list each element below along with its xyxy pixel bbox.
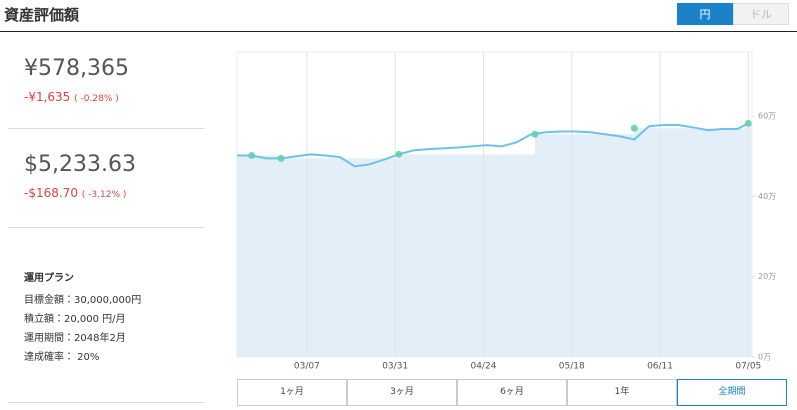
- x-tick-label: 07/05: [735, 362, 761, 372]
- x-tick-label: 05/18: [559, 362, 585, 372]
- jpy-change-pct: ( -0.28% ): [74, 94, 119, 104]
- usd-change-pct: ( -3.12% ): [81, 190, 127, 200]
- deposit-marker: [248, 152, 256, 160]
- x-tick-label: 04/24: [470, 362, 496, 372]
- deposit-marker: [531, 130, 539, 138]
- deposit-marker: [630, 124, 638, 132]
- toggle-yen[interactable]: 円: [677, 3, 733, 25]
- deposit-marker: [395, 150, 403, 158]
- range-button[interactable]: 全期間: [677, 379, 787, 406]
- range-button[interactable]: 6ヶ月: [457, 379, 567, 406]
- x-tick-label: 06/11: [647, 362, 673, 372]
- y-tick-label: 60万: [758, 112, 776, 121]
- range-button[interactable]: 3ヶ月: [347, 379, 457, 406]
- plan-item: 運用期間：2048年2月: [24, 333, 126, 344]
- usd-change: -$168.70 ( -3.12% ): [24, 186, 126, 200]
- range-button[interactable]: 1年: [567, 379, 677, 406]
- jpy-amount: ¥578,365: [24, 56, 129, 81]
- divider: [0, 31, 797, 32]
- deposit-marker: [744, 119, 752, 127]
- toggle-dollar[interactable]: ドル: [733, 3, 789, 25]
- divider: [8, 402, 205, 403]
- usd-amount: $5,233.63: [24, 152, 136, 177]
- deposit-area: [237, 123, 752, 358]
- divider: [8, 128, 205, 129]
- plan-item: 達成確率： 20%: [24, 352, 100, 363]
- jpy-change-value: -¥1,635: [24, 90, 71, 104]
- deposit-marker: [277, 154, 285, 162]
- range-button[interactable]: 1ヶ月: [237, 379, 347, 406]
- divider: [8, 227, 205, 228]
- page-title: 資産評価額: [4, 6, 80, 24]
- plan-item: 目標金額：30,000,000円: [24, 295, 142, 306]
- usd-change-value: -$168.70: [24, 186, 78, 200]
- plan-item: 積立額：20,000 円/月: [24, 314, 126, 325]
- jpy-change: -¥1,635 ( -0.28% ): [24, 90, 119, 104]
- x-tick-label: 03/31: [382, 362, 408, 372]
- plan-title: 運用プラン: [24, 273, 74, 284]
- y-tick-label: 0万: [758, 353, 771, 362]
- value-line: [237, 122, 749, 168]
- x-tick-label: 03/07: [294, 362, 320, 372]
- y-tick-label: 20万: [758, 272, 776, 281]
- y-tick-label: 40万: [758, 192, 776, 201]
